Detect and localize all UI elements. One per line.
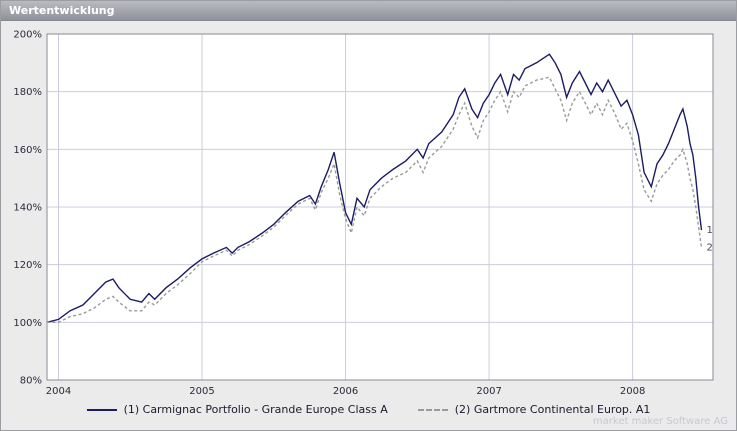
y-tick-label: 100% [13,318,42,329]
series-1-line [46,53,703,323]
dotted-line-sample [417,408,448,411]
legend-label-series-2: (2) Gartmore Continental Europ. A1 [454,403,651,416]
plot-border [46,33,714,381]
y-tick-label: 140% [13,203,42,214]
x-tick-label: 2004 [46,386,71,397]
y-tick-label: 80% [20,376,42,387]
legend-label-series-1: (1) Carmignac Portfolio - Grande Europe … [123,403,388,416]
x-tick-label: 2007 [476,386,501,397]
performance-chart: 80% 100% 120% 140% 160% 180% 200% 2004 2005 2006 2… [7,29,730,399]
y-tick-label: 160% [13,145,42,156]
series-2-line [47,76,703,323]
x-tick-label: 2006 [333,386,358,397]
y-tick-label: 120% [13,260,42,271]
x-tick-label: 2008 [620,386,645,397]
legend-item-series-1: (1) Carmignac Portfolio - Grande Europe … [86,403,388,416]
legend-item-series-2: (2) Gartmore Continental Europ. A1 [417,403,651,416]
chart-canvas: 80% 100% 120% 140% 160% 180% 200% 2004 2005 2006 2… [13,30,714,397]
solid-line-sample [86,408,117,411]
y-tick-label: 200% [13,30,42,41]
panel-title: Wertentwicklung [9,4,115,17]
software-watermark: market maker Software AG [592,416,728,427]
y-tick-label: 180% [13,87,42,98]
series-1-end-label: 1 [707,225,713,236]
series-2-end-label: 2 [707,242,713,253]
chart-legend: (1) Carmignac Portfolio - Grande Europe … [1,403,736,416]
panel-titlebar: Wertentwicklung [1,1,736,21]
x-tick-label: 2005 [189,386,214,397]
